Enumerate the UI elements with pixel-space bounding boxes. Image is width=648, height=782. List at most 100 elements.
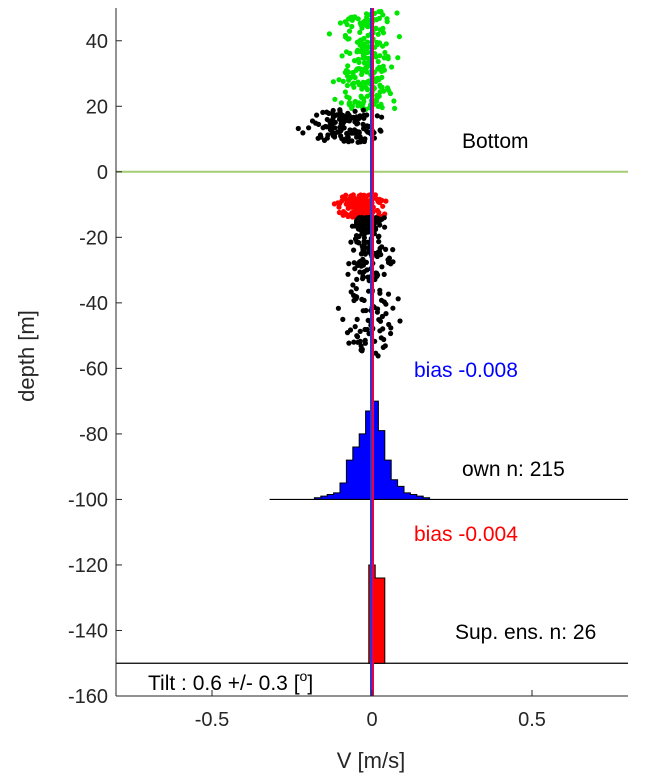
- scatter-point: [377, 82, 383, 88]
- scatter-point: [345, 69, 351, 75]
- scatter-point: [336, 209, 342, 216]
- scatter-point: [364, 207, 370, 213]
- scatter-point: [383, 198, 389, 204]
- scatter-point: [352, 324, 358, 330]
- scatter-point: [336, 77, 342, 83]
- scatter-point: [365, 245, 371, 251]
- scatter-point: [338, 100, 344, 106]
- scatter-point: [345, 135, 351, 141]
- scatter-point: [348, 115, 355, 121]
- x-axis-label: V [m/s]: [337, 748, 405, 773]
- scatter-point: [340, 316, 346, 322]
- scatter-point: [352, 223, 358, 229]
- y-tick-label: 20: [86, 96, 108, 118]
- scatter-point: [362, 229, 368, 235]
- scatter-point: [314, 112, 320, 118]
- scatter-point: [359, 193, 365, 200]
- axis-ticks: 40 20 0 -20 -40 -60 -80 -100 -120 -140 -160 -0.5 0 0.…: [68, 8, 628, 731]
- scatter-point: [375, 306, 381, 312]
- scatter-point: [354, 209, 361, 215]
- scatter-point: [342, 89, 348, 95]
- scatter-point: [349, 81, 355, 87]
- scatter-point: [348, 193, 354, 199]
- scatter-point: [380, 344, 386, 350]
- scatter-point: [339, 136, 345, 142]
- scatter-point: [366, 226, 372, 232]
- scatter-point: [359, 71, 365, 77]
- scatter-point: [330, 79, 336, 85]
- scatter-point: [389, 64, 395, 70]
- scatter-point: [306, 125, 312, 131]
- scatter-point: [328, 127, 334, 133]
- scatter-point: [382, 224, 388, 230]
- y-tick-label: -100: [68, 489, 108, 511]
- scatter-point: [372, 225, 379, 231]
- y-tick-label: 40: [86, 31, 108, 53]
- scatter-point: [373, 350, 379, 356]
- scatter-point: [339, 53, 345, 59]
- sup-count-label: Sup. ens. n: 26: [455, 621, 596, 644]
- scatter-point: [352, 266, 358, 272]
- scatter-point: [346, 261, 352, 267]
- bias-own-label: bias -0.008: [414, 359, 518, 382]
- scatter-point: [324, 124, 330, 130]
- scatter-point: [359, 94, 365, 101]
- scatter-point: [360, 121, 366, 127]
- scatter-point: [344, 21, 350, 28]
- scatter-point: [332, 130, 338, 136]
- y-tick-label: -120: [68, 555, 108, 577]
- scatter-point: [345, 110, 351, 116]
- scatter-point: [395, 296, 401, 302]
- scatter-point: [340, 112, 346, 118]
- scatter-point: [375, 249, 381, 255]
- scatter-point: [336, 116, 343, 122]
- scatter-point: [397, 318, 403, 324]
- scatter-point: [313, 120, 319, 126]
- scatter-point: [390, 247, 396, 253]
- scatter-point: [327, 119, 333, 125]
- y-tick-label: -160: [68, 686, 108, 708]
- scatter-point: [364, 14, 370, 20]
- scatter-point: [353, 219, 360, 225]
- scatter-point: [385, 56, 391, 62]
- scatter-point: [354, 121, 360, 127]
- y-tick-label: -20: [79, 227, 108, 249]
- scatter-point: [384, 16, 390, 22]
- scatter-point: [375, 199, 381, 205]
- scatter-point: [344, 130, 350, 137]
- scatter-point: [388, 325, 394, 331]
- scatter-point: [353, 286, 359, 292]
- scatter-point: [383, 311, 389, 317]
- scatter-point: [377, 222, 383, 228]
- scatter-point: [373, 98, 380, 104]
- scatter-point: [348, 239, 354, 245]
- scatter-point: [361, 238, 367, 244]
- scatter-point: [352, 98, 358, 105]
- scatter-point: [349, 14, 355, 20]
- bias-sup-label: bias -0.004: [414, 523, 518, 546]
- scatter-point: [354, 49, 360, 55]
- scatter-point: [344, 94, 350, 100]
- scatter-point: [346, 28, 353, 34]
- scatter-point: [376, 239, 382, 245]
- scatter-point: [357, 227, 363, 233]
- scatter-point: [357, 328, 363, 334]
- scatter-point: [380, 12, 386, 18]
- scatter-point: [363, 84, 369, 91]
- x-tick-label: -0.5: [195, 709, 229, 731]
- scatter-point: [356, 130, 362, 136]
- scatter-point: [324, 135, 330, 141]
- scatter-point: [349, 103, 355, 109]
- scatter-point: [355, 196, 361, 202]
- scatter-point: [344, 82, 350, 89]
- scatter-point: [362, 65, 369, 71]
- scatter-point: [378, 101, 384, 107]
- scatter-point: [335, 200, 341, 206]
- scatter-point: [343, 34, 349, 40]
- scatter-point: [383, 246, 389, 252]
- scatter-point: [338, 128, 344, 134]
- scatter-point: [344, 330, 351, 336]
- scatter-point: [375, 31, 381, 37]
- scatter-point: [351, 130, 357, 136]
- scatter-point: [350, 71, 356, 77]
